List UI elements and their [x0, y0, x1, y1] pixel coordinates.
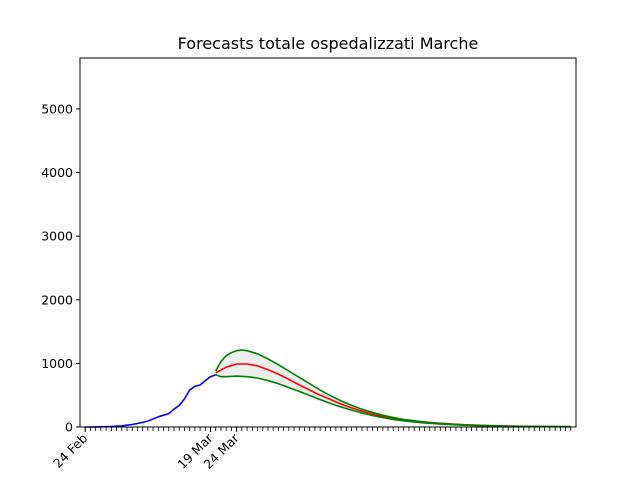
y-tick-label: 4000: [41, 165, 73, 180]
chart-title: Forecasts totale ospedalizzati Marche: [178, 34, 479, 53]
y-tick-label: 2000: [41, 292, 73, 307]
y-tick-label: 3000: [41, 229, 73, 244]
series-line-lower-bound: [215, 374, 571, 428]
y-tick-label: 5000: [41, 101, 73, 116]
series-line-observed: [85, 374, 216, 428]
confidence-band: [215, 350, 571, 427]
plot-frame: [79, 57, 577, 428]
y-tick-label: 0: [65, 420, 73, 435]
y-tick-label: 1000: [41, 356, 73, 371]
x-tick-label: 24 Feb: [50, 430, 90, 470]
